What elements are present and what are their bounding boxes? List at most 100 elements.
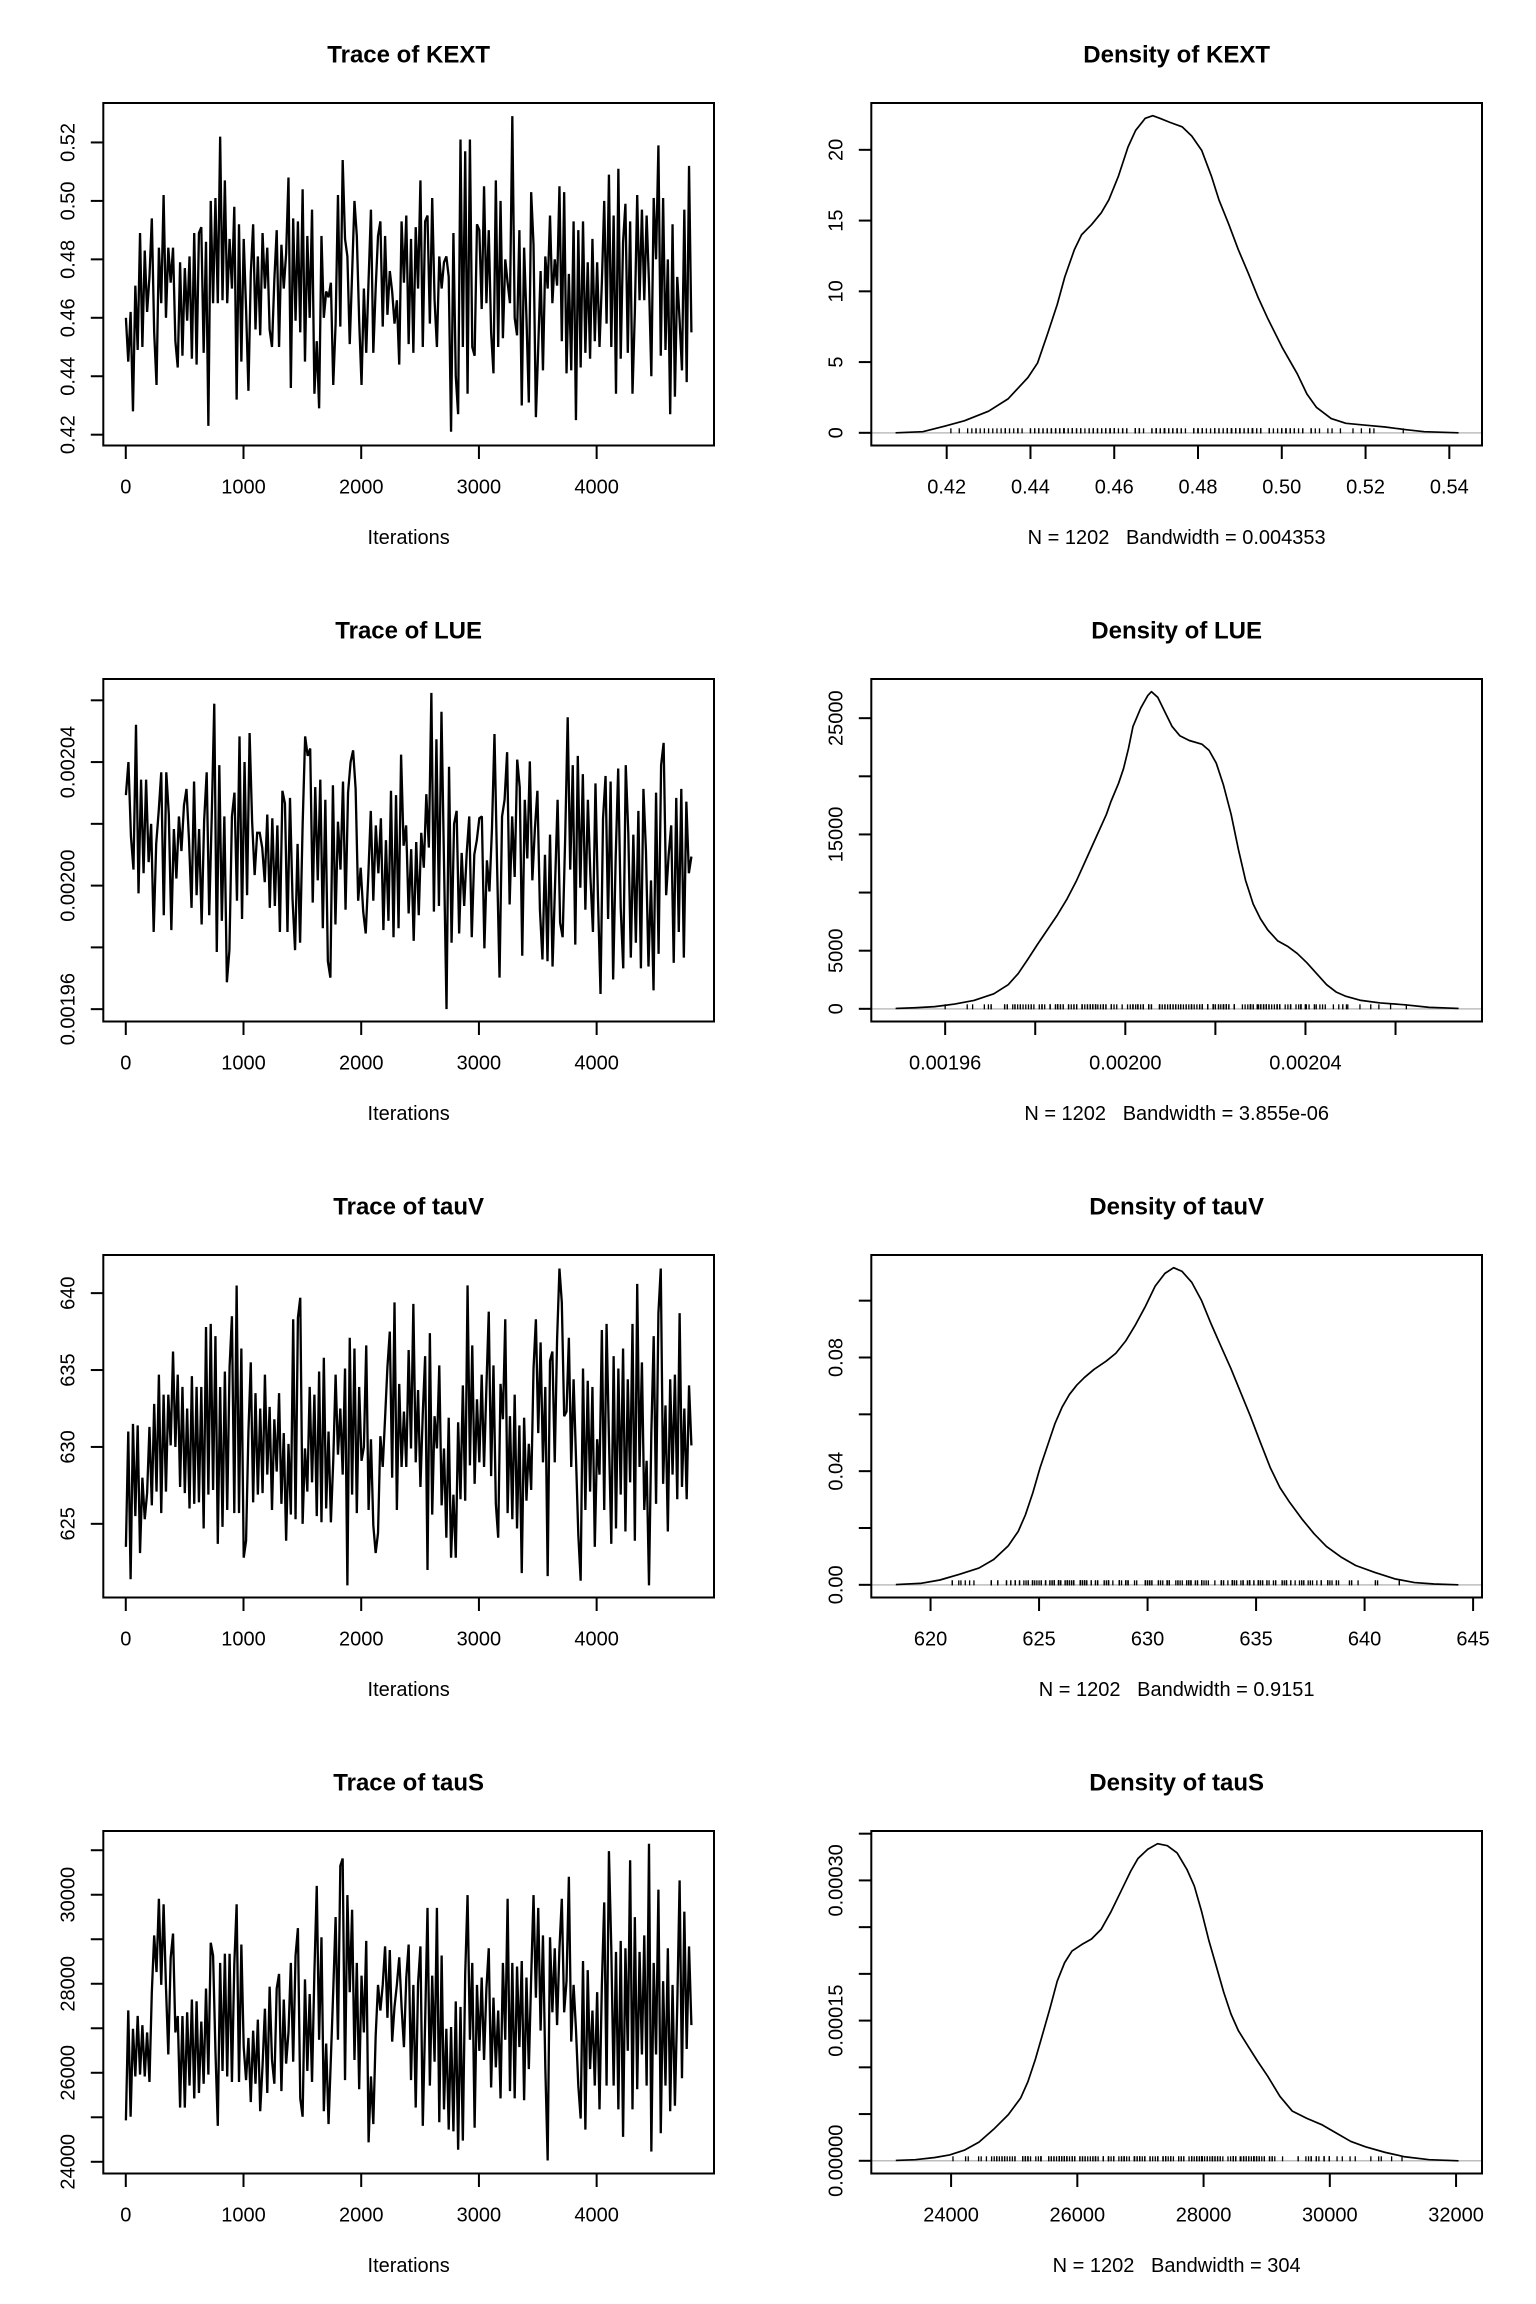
plot-frame <box>870 678 1484 1023</box>
plot-marks <box>871 1266 1482 1586</box>
x-tick-label: 620 <box>914 1628 947 1650</box>
chart-title: Trace of LUE <box>335 617 482 644</box>
chart-title: Density of KEXT <box>1083 41 1270 68</box>
density-plot-lue-canvas: Density of LUE 0.00196 0.00200 0.00204 0 50… <box>826 617 1484 1125</box>
x-tick-label: 0.54 <box>1430 476 1469 498</box>
x-axis: 0.00196 0.00200 0.00204 <box>909 1021 1397 1074</box>
y-tick-label: 0.00200 <box>58 849 80 921</box>
density-plot-lue: Density of LUE 0.00196 0.00200 0.00204 0 50… <box>768 576 1536 1152</box>
y-axis: 24000 26000 28000 30000 <box>58 1849 104 2190</box>
trace-line <box>124 1843 693 2161</box>
x-tick-label: 3000 <box>457 2204 502 2226</box>
chart-title: Trace of tauV <box>333 1193 484 1220</box>
x-tick-label: 0.52 <box>1346 476 1385 498</box>
trace-line <box>124 116 693 432</box>
chart-title: Density of tauV <box>1089 1193 1264 1220</box>
x-axis: 0 1000 2000 3000 4000 <box>120 2173 619 2226</box>
trace-plot-lue: Trace of LUE 0 1000 2000 3000 4000 0.00196 0.… <box>0 576 768 1152</box>
trace-line <box>124 692 693 1010</box>
x-tick-label: 4000 <box>574 476 619 498</box>
chart-title: Trace of KEXT <box>327 41 490 68</box>
plot-frame <box>102 678 716 1023</box>
y-tick-label: 28000 <box>58 1956 80 2012</box>
x-axis-label: Iterations <box>368 1103 450 1125</box>
plot-frame <box>102 1254 716 1599</box>
y-axis: 0.00196 0.00200 0.00204 <box>58 699 104 1045</box>
x-axis-label: N = 1202 Bandwidth = 3.855e-06 <box>1024 1103 1329 1125</box>
y-tick-label: 0.00204 <box>58 726 80 798</box>
y-tick-label: 20 <box>826 139 848 161</box>
y-tick-label: 0.00196 <box>58 973 80 1045</box>
trace-plot-kext-canvas: Trace of KEXT 0 1000 2000 3000 4000 0.42 0.44… <box>58 41 716 549</box>
x-tick-label: 635 <box>1239 1628 1272 1650</box>
density-curve <box>895 1266 1459 1586</box>
y-axis: 0 5000 15000 25000 <box>826 690 872 1014</box>
y-tick-label: 0 <box>826 1003 848 1014</box>
plot-marks <box>871 114 1482 434</box>
x-tick-label: 26000 <box>1050 2204 1106 2226</box>
plot-frame <box>102 1830 716 2175</box>
density-plot-kext-canvas: Density of KEXT 0.42 0.44 0.46 0.48 0.50 0.52… <box>826 41 1484 549</box>
plot-marks <box>124 692 693 1010</box>
y-axis: 625 630 635 640 <box>58 1276 104 1541</box>
plot-marks <box>124 1843 693 2161</box>
y-tick-label: 5000 <box>826 928 848 973</box>
y-axis: 0.00000 0.00015 0.00030 <box>826 1832 872 2197</box>
density-curve <box>895 690 1459 1010</box>
trace-line <box>124 1268 693 1586</box>
density-plot-taus: Density of tauS 24000 26000 28000 30000 3200… <box>768 1728 1536 2304</box>
x-tick-label: 0.00200 <box>1089 1052 1161 1074</box>
y-tick-label: 15 <box>826 209 848 231</box>
x-axis: 0.42 0.44 0.46 0.48 0.50 0.52 0.54 <box>927 445 1469 498</box>
density-plot-kext: Density of KEXT 0.42 0.44 0.46 0.48 0.50 0.52… <box>768 0 1536 576</box>
trace-plot-taus: Trace of tauS 0 1000 2000 3000 4000 24000 260… <box>0 1728 768 2304</box>
y-tick-label: 5 <box>826 357 848 368</box>
y-axis: 0.42 0.44 0.46 0.48 0.50 0.52 <box>58 123 104 454</box>
x-axis-label: N = 1202 Bandwidth = 304 <box>1053 2255 1301 2277</box>
x-tick-label: 1000 <box>221 1052 266 1074</box>
trace-plot-taus-canvas: Trace of tauS 0 1000 2000 3000 4000 24000 260… <box>58 1769 716 2277</box>
density-curve <box>895 114 1459 434</box>
y-tick-label: 0.52 <box>58 123 80 162</box>
y-tick-label: 0.46 <box>58 298 80 337</box>
y-tick-label: 0.00030 <box>826 1844 848 1916</box>
y-tick-label: 0 <box>826 427 848 438</box>
plot-marks <box>124 116 693 432</box>
x-tick-label: 0 <box>120 1052 131 1074</box>
density-plot-tauv-canvas: Density of tauV 620 625 630 635 640 645 0.000… <box>826 1193 1490 1701</box>
trace-plot-tauv-canvas: Trace of tauV 0 1000 2000 3000 4000 625 630 63… <box>58 1193 716 1701</box>
x-axis-label: N = 1202 Bandwidth = 0.004353 <box>1028 527 1326 549</box>
y-tick-label: 0.04 <box>826 1452 848 1491</box>
y-axis: 0 5 10 15 20 <box>826 139 872 438</box>
y-tick-label: 0.08 <box>826 1338 848 1377</box>
y-tick-label: 0.42 <box>58 415 80 454</box>
y-tick-label: 10 <box>826 280 848 302</box>
chart-title: Density of tauS <box>1089 1769 1264 1796</box>
x-tick-label: 1000 <box>221 1628 266 1650</box>
x-axis: 0 1000 2000 3000 4000 <box>120 445 619 498</box>
plot-frame <box>870 1830 1484 2175</box>
x-axis-label: Iterations <box>368 1679 450 1701</box>
x-tick-label: 0.00196 <box>909 1052 981 1074</box>
y-tick-label: 0.00015 <box>826 1984 848 2056</box>
x-tick-label: 625 <box>1022 1628 1055 1650</box>
y-axis: 0.00 0.04 0.08 <box>826 1299 872 1604</box>
x-tick-label: 2000 <box>339 1628 384 1650</box>
x-tick-label: 0 <box>120 1628 131 1650</box>
x-axis: 24000 26000 28000 30000 32000 <box>923 2173 1484 2226</box>
plot-marks <box>124 1268 693 1586</box>
y-tick-label: 0.50 <box>58 181 80 220</box>
density-plot-tauv: Density of tauV 620 625 630 635 640 645 0.00 0… <box>768 1152 1536 1728</box>
x-tick-label: 2000 <box>339 2204 384 2226</box>
density-plot-taus-canvas: Density of tauS 24000 26000 28000 30000 3200… <box>826 1769 1484 2277</box>
density-curve <box>895 1842 1459 2162</box>
x-tick-label: 28000 <box>1176 2204 1232 2226</box>
x-tick-label: 24000 <box>923 2204 979 2226</box>
trace-plot-kext: Trace of KEXT 0 1000 2000 3000 4000 0.42 0.44… <box>0 0 768 576</box>
x-tick-label: 0 <box>120 476 131 498</box>
y-tick-label: 30000 <box>58 1867 80 1923</box>
x-tick-label: 30000 <box>1302 2204 1358 2226</box>
y-tick-label: 635 <box>58 1353 80 1386</box>
y-tick-label: 0.00 <box>826 1565 848 1604</box>
